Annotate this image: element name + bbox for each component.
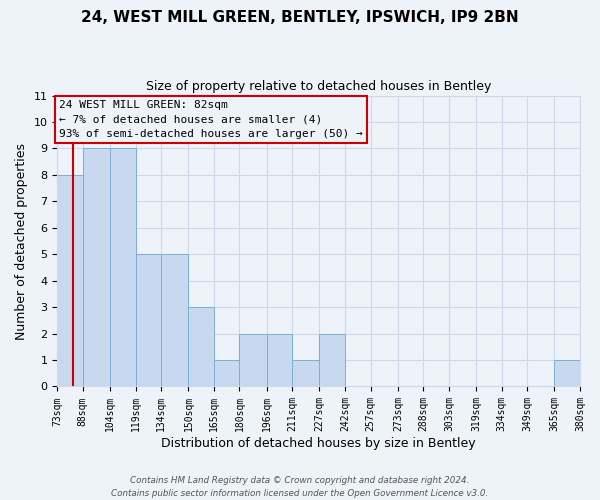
Bar [161,254,188,386]
Bar [136,254,161,386]
Title: Size of property relative to detached houses in Bentley: Size of property relative to detached ho… [146,80,491,93]
Y-axis label: Number of detached properties: Number of detached properties [15,142,28,340]
Text: Contains HM Land Registry data © Crown copyright and database right 2024.
Contai: Contains HM Land Registry data © Crown c… [112,476,488,498]
Text: 24, WEST MILL GREEN, BENTLEY, IPSWICH, IP9 2BN: 24, WEST MILL GREEN, BENTLEY, IPSWICH, I… [81,10,519,25]
Bar [554,360,580,386]
Bar [110,148,136,386]
Bar [57,175,83,386]
Bar [83,148,110,386]
Bar [214,360,239,386]
Bar [188,307,214,386]
Bar [239,334,267,386]
Bar [292,360,319,386]
Bar [319,334,345,386]
X-axis label: Distribution of detached houses by size in Bentley: Distribution of detached houses by size … [161,437,476,450]
Bar [267,334,292,386]
Text: 24 WEST MILL GREEN: 82sqm
← 7% of detached houses are smaller (4)
93% of semi-de: 24 WEST MILL GREEN: 82sqm ← 7% of detach… [59,100,363,139]
